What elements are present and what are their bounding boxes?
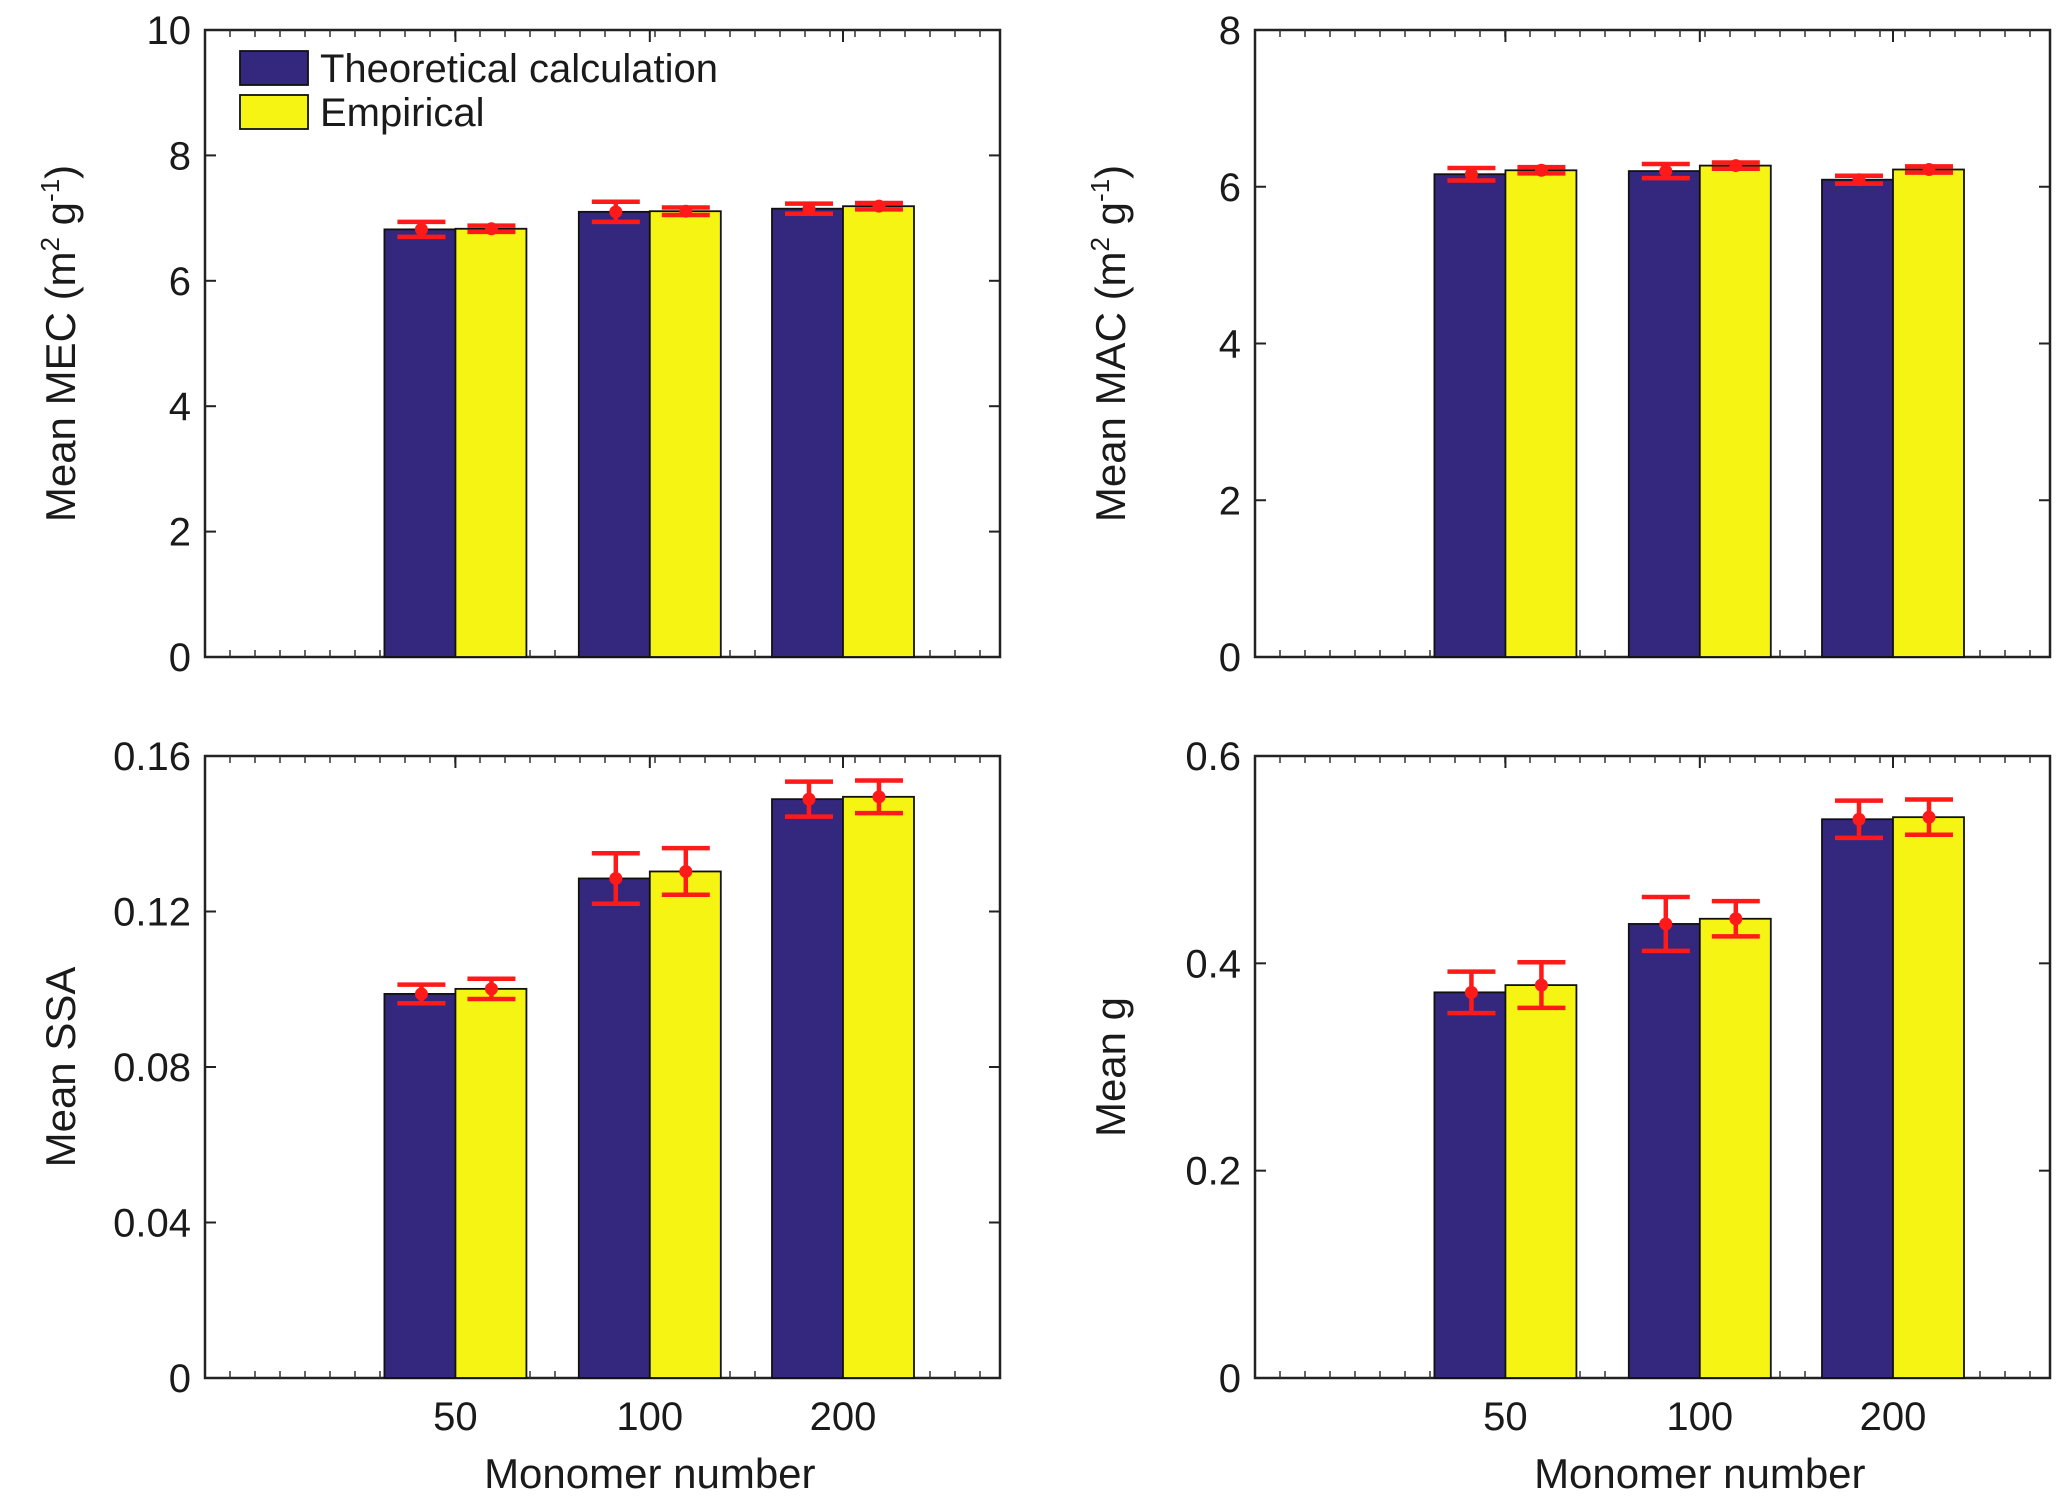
error-bar-theoretical-200 [1834, 173, 1883, 187]
error-bar-empirical-100 [1711, 898, 1760, 939]
bar-empirical-50 [454, 987, 528, 1379]
error-bar-theoretical-50 [397, 219, 446, 240]
bar-theoretical-200 [1821, 818, 1894, 1379]
y-tick-label: 2 [1219, 479, 1241, 523]
error-bar-theoretical-50 [1447, 165, 1496, 183]
y-tick-label: 0 [1219, 1357, 1241, 1401]
error-bar-empirical-100 [661, 204, 710, 218]
error-bar-empirical-200 [1904, 163, 1953, 177]
error-bar-empirical-50 [467, 222, 516, 236]
y-tick-label: 0 [1219, 636, 1241, 680]
x-tick-label: 100 [616, 1395, 683, 1439]
bar-empirical-50 [1504, 984, 1578, 1379]
x-tick-label: 50 [1483, 1395, 1528, 1439]
y-tick-label: 0.08 [113, 1046, 191, 1090]
error-bar-theoretical-100 [591, 199, 640, 225]
legend-swatch-empirical [239, 94, 309, 130]
y-axis-label: Mean g [1087, 997, 1134, 1137]
y-tick-label: 0.2 [1185, 1150, 1241, 1194]
bar-theoretical-50 [383, 993, 457, 1379]
error-bar-empirical-50 [1517, 163, 1566, 177]
error-bar-theoretical-100 [1641, 161, 1690, 181]
legend-swatch-theoretical [239, 50, 309, 86]
error-bar-empirical-200 [854, 199, 903, 213]
error-bar-theoretical-50 [1447, 969, 1496, 1016]
bar-empirical-50 [454, 227, 528, 658]
error-bar-empirical-100 [661, 845, 710, 898]
y-tick-label: 0.4 [1185, 942, 1241, 986]
x-axis-label: Monomer number [1534, 1450, 1865, 1497]
y-tick-label: 8 [1219, 9, 1241, 53]
bar-theoretical-200 [771, 798, 844, 1379]
legend-label-theoretical: Theoretical calculation [320, 47, 718, 91]
y-axis-label: Mean MAC (m2 g-1) [1085, 165, 1134, 522]
y-axis-label: Mean MEC (m2 g-1) [35, 165, 84, 522]
y-tick-label: 0.04 [113, 1202, 191, 1246]
error-bar-theoretical-100 [591, 850, 640, 906]
x-axis-label: Monomer number [484, 1450, 815, 1497]
chart-panel-top-right: 0 2 4 6 8 Mean MAC (m2 g-1) [1085, 9, 2052, 680]
y-tick-label: 4 [1219, 323, 1241, 367]
bar-theoretical-50 [1433, 173, 1507, 658]
bar-theoretical-100 [577, 877, 651, 1379]
error-bar-theoretical-50 [397, 982, 446, 1006]
y-tick-label: 2 [169, 511, 191, 555]
y-tick-label: 0 [169, 636, 191, 680]
bar-empirical-100 [648, 870, 722, 1379]
error-bar-theoretical-200 [784, 779, 833, 819]
bar-theoretical-50 [1433, 991, 1507, 1379]
bar-empirical-200 [842, 205, 915, 658]
legend-label-empirical: Empirical [320, 91, 484, 135]
y-axis-label: Mean SSA [37, 967, 84, 1168]
bar-theoretical-200 [1821, 178, 1894, 658]
bar-theoretical-100 [1627, 923, 1701, 1379]
error-bar-empirical-100 [1711, 159, 1760, 173]
bar-theoretical-200 [771, 207, 844, 658]
error-bar-empirical-200 [1904, 797, 1953, 838]
y-tick-label: 0.16 [113, 735, 191, 779]
bar-theoretical-50 [383, 228, 457, 658]
x-tick-label: 200 [810, 1395, 877, 1439]
y-tick-label: 0.12 [113, 891, 191, 935]
y-tick-label: 0.6 [1185, 735, 1241, 779]
chart-panel-top-left: 0 2 4 6 8 10 Mean MEC (m2 g-1) Theoretical calc… [35, 9, 1002, 680]
bar-empirical-100 [1698, 164, 1772, 658]
error-bar-empirical-50 [467, 976, 516, 1002]
y-tick-label: 0 [169, 1357, 191, 1401]
x-tick-label: 200 [1860, 1395, 1927, 1439]
bar-empirical-200 [1892, 816, 1965, 1379]
bar-empirical-100 [1698, 917, 1772, 1379]
y-tick-label: 6 [1219, 166, 1241, 210]
chart-panel-bottom-left: 0 0.04 0.08 0.12 0.16 50 100 200 Monomer number M… [37, 735, 1002, 1497]
bar-empirical-100 [648, 210, 722, 658]
y-tick-label: 6 [169, 260, 191, 304]
bar-theoretical-100 [577, 210, 651, 658]
bar-theoretical-100 [1627, 170, 1701, 658]
y-tick-label: 10 [147, 9, 192, 53]
bar-empirical-50 [1504, 169, 1578, 658]
x-tick-label: 100 [1666, 1395, 1733, 1439]
error-bar-empirical-200 [854, 778, 903, 816]
x-tick-label: 50 [433, 1395, 478, 1439]
chart-panel-bottom-right: 0 0.2 0.4 0.6 50 100 200 Monomer number Mean g [1087, 735, 2052, 1497]
y-tick-label: 8 [169, 134, 191, 178]
bar-empirical-200 [842, 795, 915, 1379]
error-bar-theoretical-100 [1641, 894, 1690, 954]
error-bar-theoretical-200 [1834, 798, 1883, 841]
bar-empirical-200 [1892, 168, 1965, 658]
y-tick-label: 4 [169, 385, 191, 429]
error-bar-theoretical-200 [784, 201, 833, 216]
error-bar-empirical-50 [1517, 960, 1566, 1011]
